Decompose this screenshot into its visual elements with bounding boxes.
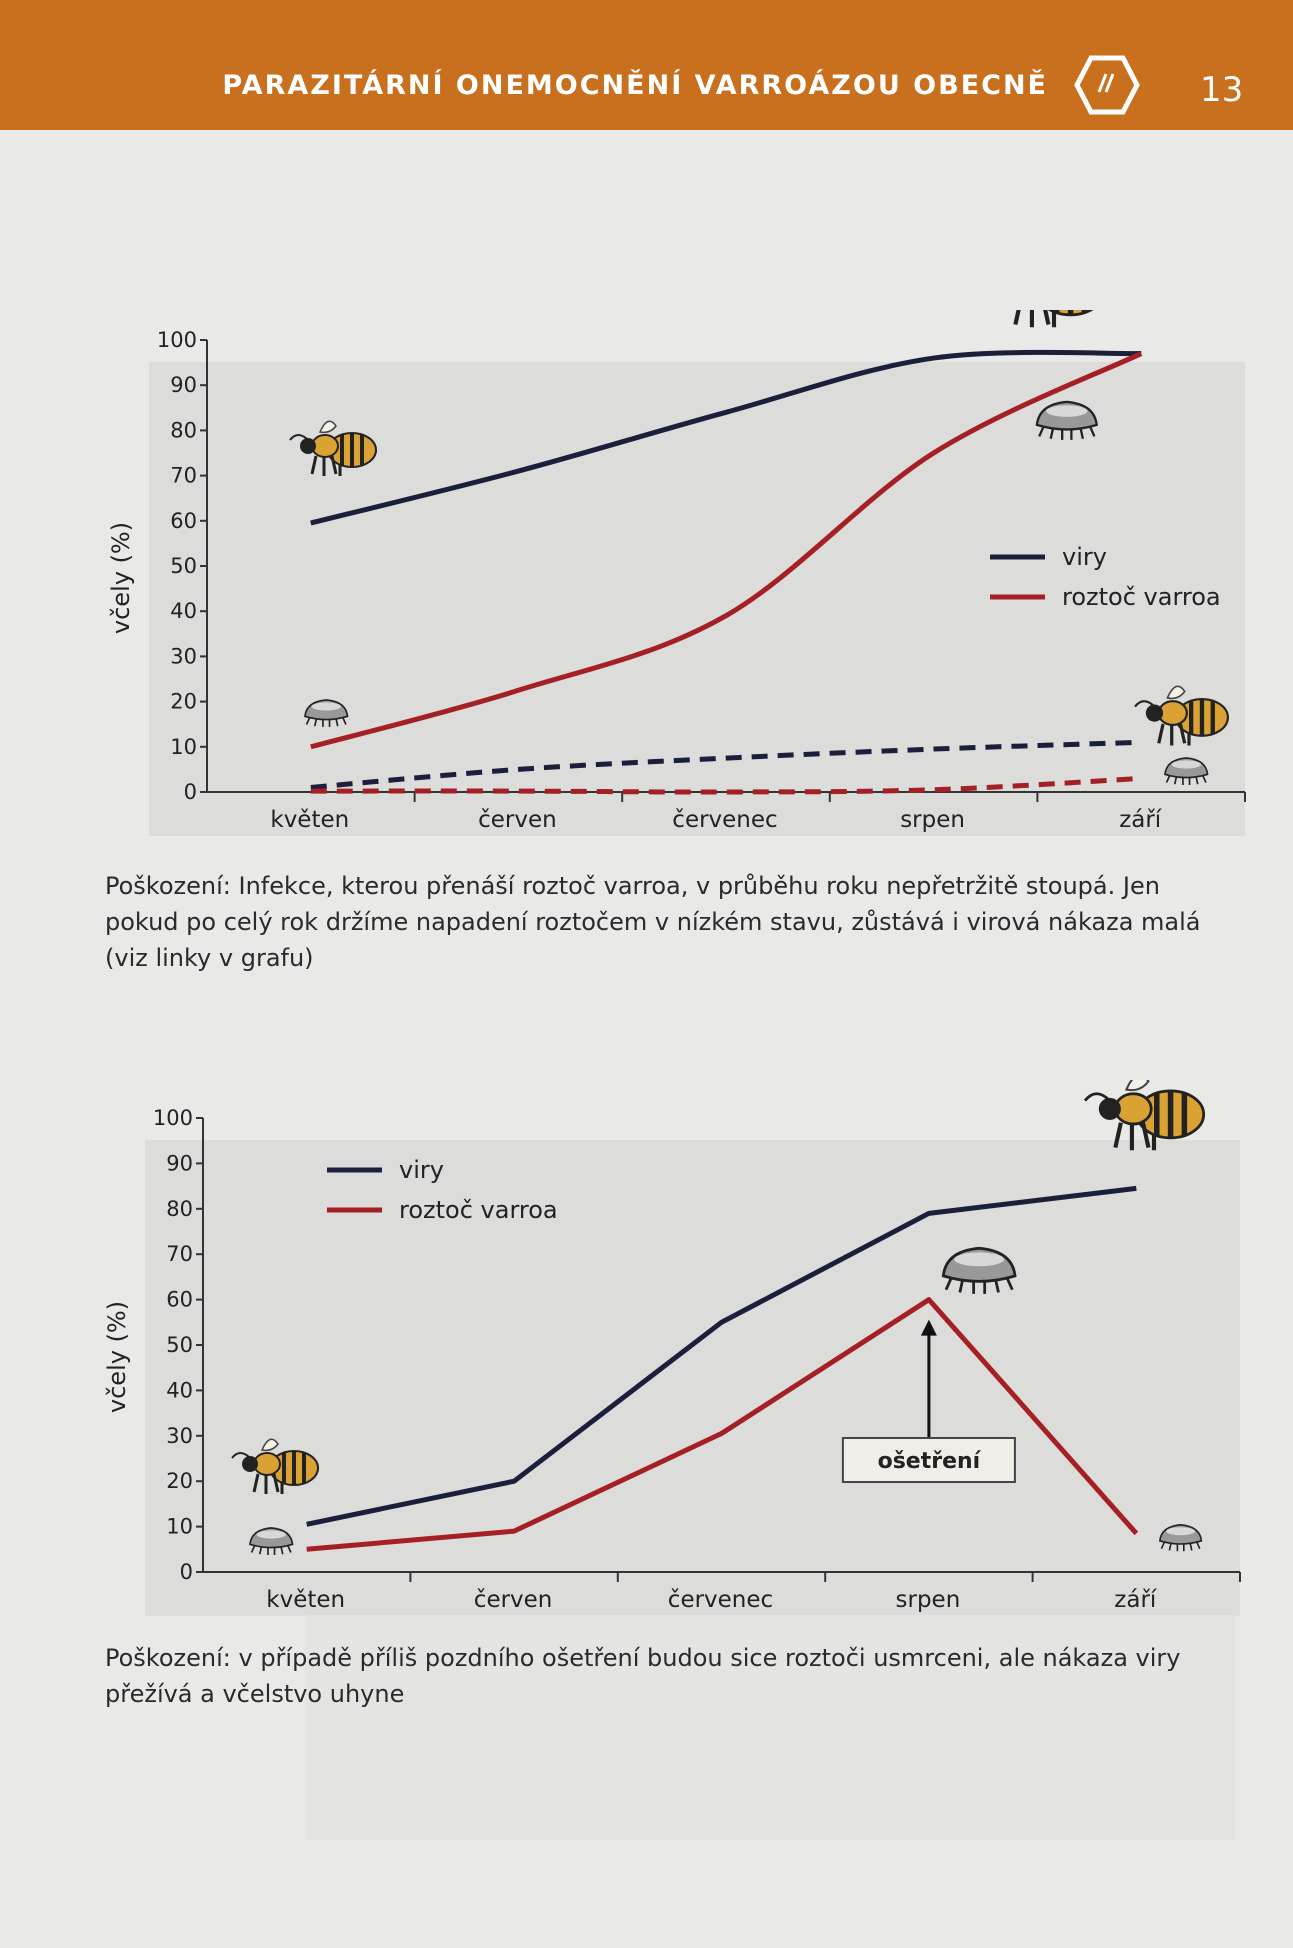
y-tick-label: 100 <box>157 328 197 352</box>
y-axis-label: včely (%) <box>107 522 135 634</box>
bee-icon <box>1134 685 1229 746</box>
chart-1: 0 10 20 30 40 50 60 70 80 90 100 květen červen červen… <box>107 310 1246 836</box>
y-tick-label: 70 <box>170 464 197 488</box>
bee-icon <box>1013 310 1094 328</box>
page-number: 13 <box>1200 70 1244 110</box>
series-line-3 <box>310 775 1142 795</box>
varroa-mite-icon <box>304 699 349 727</box>
y-axis-label: včely (%) <box>103 1301 131 1413</box>
y-tick-label: 60 <box>166 1288 193 1312</box>
varroa-mite-icon <box>941 1246 1017 1294</box>
caption-1: Poškození: Infekce, kterou přenáší rozto… <box>105 872 1201 972</box>
x-tick-label: květen <box>266 1587 345 1613</box>
y-tick-label: 0 <box>180 1560 193 1584</box>
legend-label-1: roztoč varroa <box>1062 583 1221 611</box>
varroa-mite-icon <box>1164 757 1209 785</box>
annotation-label: ošetření <box>878 1449 982 1474</box>
y-tick-label: 20 <box>170 690 197 714</box>
x-tick-label: červenec <box>672 807 777 833</box>
y-tick-label: 100 <box>153 1106 193 1130</box>
annotation-box <box>841 1437 1016 1483</box>
legend-label-0: viry <box>1062 543 1107 571</box>
x-tick-label: září <box>1114 1587 1157 1613</box>
varroa-mite-icon <box>1158 1523 1203 1552</box>
y-tick-label: 40 <box>166 1378 193 1402</box>
y-tick-label: 30 <box>166 1424 193 1448</box>
x-tick-label: červenec <box>668 1587 773 1613</box>
legend-label-1: roztoč varroa <box>399 1196 558 1224</box>
caption-2: Poškození: v případě příliš pozdního oše… <box>105 1644 1181 1708</box>
y-tick-label: 90 <box>166 1151 193 1175</box>
y-tick-label: 10 <box>170 735 197 759</box>
y-tick-label: 0 <box>184 780 197 804</box>
annotation-arrowhead <box>920 1319 937 1336</box>
y-tick-label: 40 <box>170 599 197 623</box>
bee-icon <box>231 1438 319 1494</box>
legend-label-0: viry <box>399 1156 444 1184</box>
y-tick-label: 80 <box>170 418 197 442</box>
y-tick-label: 30 <box>170 644 197 668</box>
y-tick-label: 20 <box>166 1469 193 1493</box>
y-tick-label: 50 <box>170 554 197 578</box>
y-tick-label: 50 <box>166 1333 193 1357</box>
bee-icon <box>289 420 377 476</box>
x-tick-label: červen <box>478 807 557 833</box>
y-tick-label: 80 <box>166 1197 193 1221</box>
hexagon-icon <box>1074 55 1140 115</box>
plot-background <box>145 1140 1240 1616</box>
varroa-mite-icon <box>249 1527 294 1555</box>
x-tick-label: červen <box>474 1587 553 1613</box>
x-tick-label: srpen <box>896 1587 961 1613</box>
y-tick-label: 70 <box>166 1242 193 1266</box>
y-tick-label: 90 <box>170 373 197 397</box>
varroa-mite-icon <box>1035 400 1098 440</box>
y-tick-label: 10 <box>166 1515 193 1539</box>
page-header: PARAZITÁRNÍ ONEMOCNĚNÍ VARROÁZOU OBECNĚ … <box>0 0 1293 130</box>
x-tick-label: květen <box>270 807 349 833</box>
blank-panel <box>305 1615 1235 1840</box>
y-tick-label: 60 <box>170 509 197 533</box>
chart-2: 0 10 20 30 40 50 60 70 80 90 100 květen červen červen… <box>103 1080 1241 1616</box>
series-line-1 <box>310 351 1143 750</box>
header-title: PARAZITÁRNÍ ONEMOCNĚNÍ VARROÁZOU OBECNĚ <box>222 70 1048 101</box>
x-tick-label: září <box>1119 807 1162 833</box>
bee-icon <box>1083 1080 1206 1151</box>
x-tick-label: srpen <box>900 807 965 833</box>
